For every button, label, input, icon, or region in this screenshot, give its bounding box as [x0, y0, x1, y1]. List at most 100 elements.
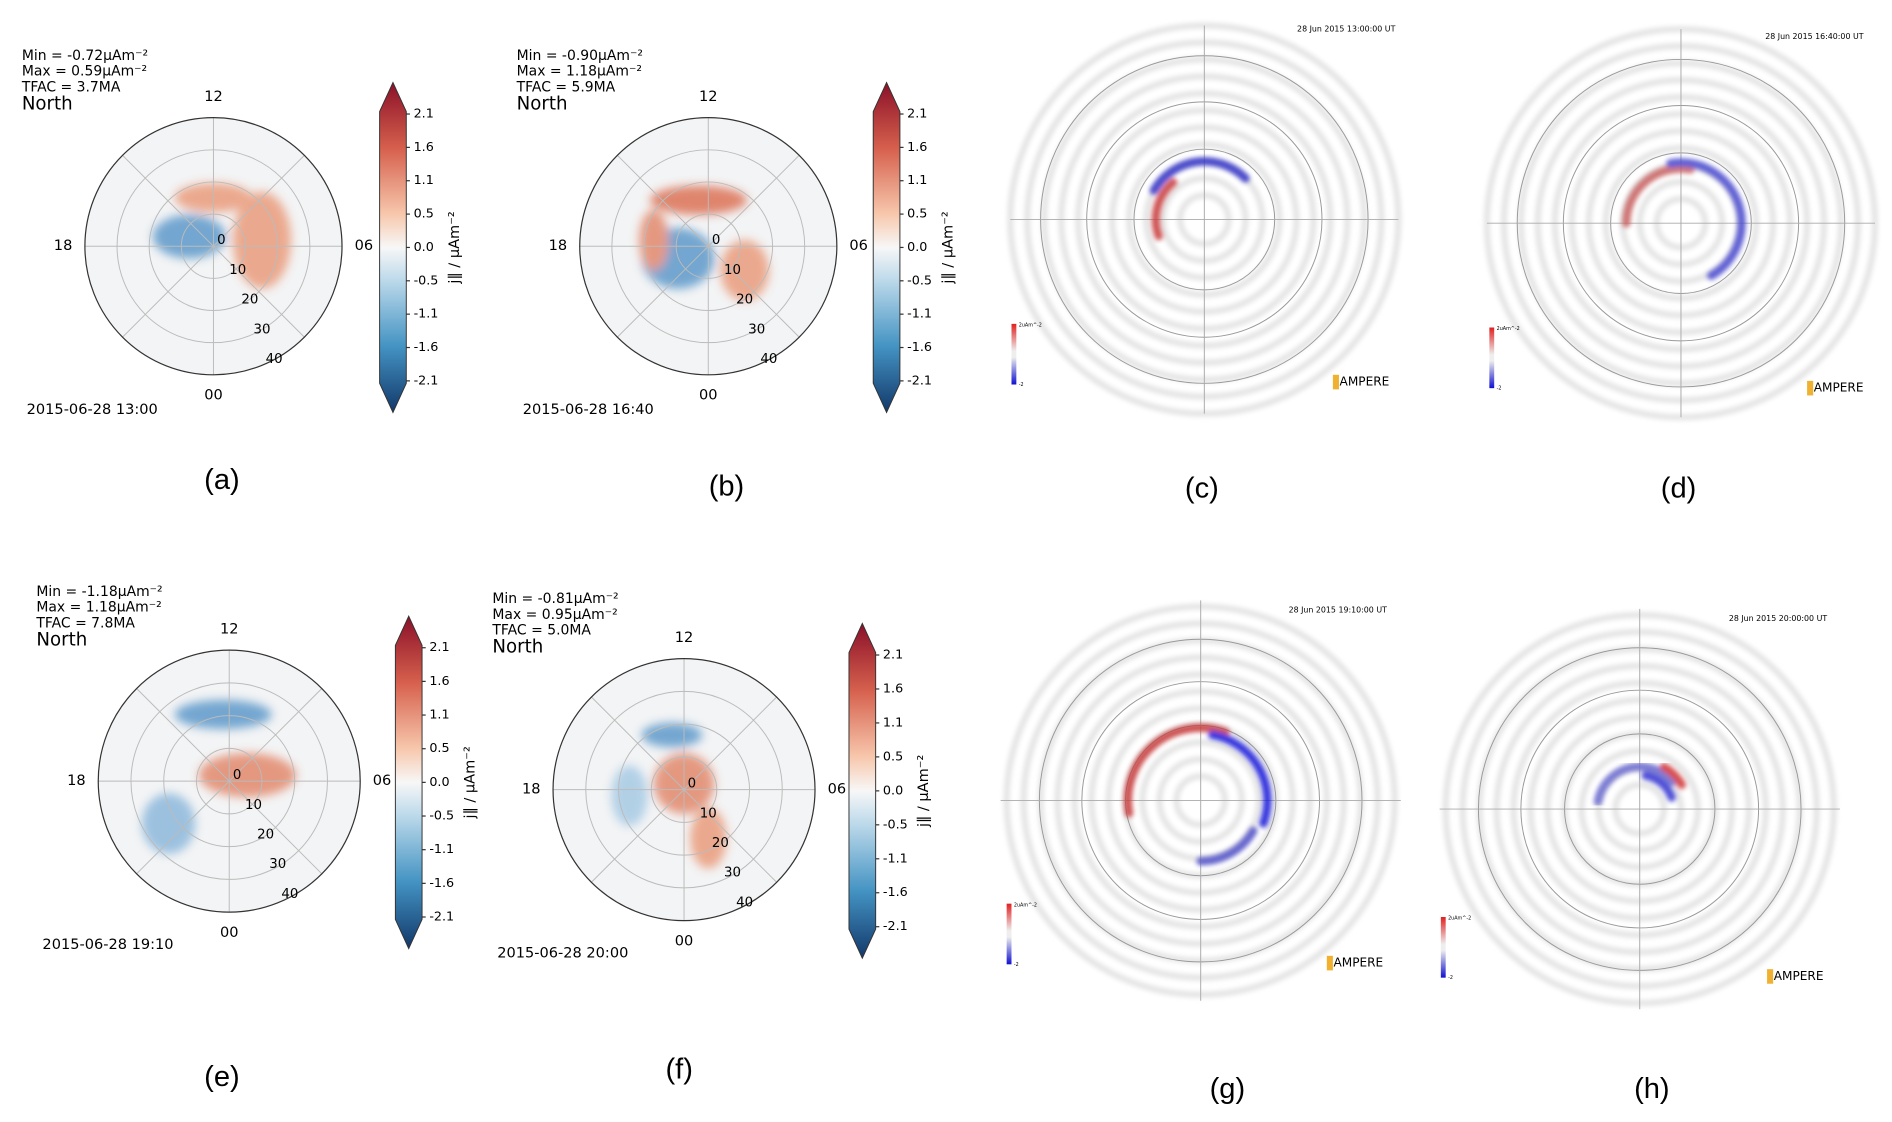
colorbar-tick-label: -1.1 [883, 851, 908, 866]
panel-label: (a) [204, 464, 240, 496]
lat-label: 0 [712, 233, 720, 248]
lat-label: 10 [229, 263, 246, 278]
mlt-spoke [683, 789, 777, 883]
colorbar-tick-label: 0.0 [429, 775, 449, 790]
colorbar-tick-label: 0.5 [907, 207, 927, 222]
logo: AMPERE [1340, 375, 1390, 389]
colorbar-tick-label: 0.5 [429, 741, 449, 756]
current-region [720, 240, 769, 301]
current-region [152, 214, 226, 259]
logo-icon [1807, 380, 1814, 396]
colorbar-tick-label: -1.6 [907, 340, 932, 355]
stat-line: Min = -1.18μAm⁻² [36, 584, 162, 600]
colorbar-tick-label: 2.1 [883, 648, 903, 663]
lat-label: 30 [724, 866, 741, 881]
scale-bar [1440, 917, 1446, 978]
current-region [141, 793, 196, 854]
timestamp: 28 Jun 2015 20:00:00 UT [1729, 614, 1828, 623]
mlt-label: 06 [373, 772, 392, 789]
timestamp: 28 Jun 2015 19:10:00 UT [1289, 606, 1388, 615]
polar-edge [552, 658, 816, 922]
mlt-spoke [707, 245, 800, 338]
mlt-label: 18 [67, 772, 86, 789]
mlt-spoke [707, 154, 800, 247]
colorbar-tick-label: 1.1 [907, 173, 927, 188]
mlt-label: 18 [549, 237, 568, 254]
polar-edge [579, 117, 838, 376]
scale-top: 2uAm^-2 [1448, 916, 1471, 922]
mlt-spoke [617, 245, 709, 338]
hemisphere: North [517, 93, 568, 114]
timestamp: 28 Jun 2015 16:40:00 UT [1765, 32, 1864, 41]
mlt-spoke [228, 780, 323, 875]
colorbar [394, 615, 423, 950]
currents [1593, 762, 1686, 806]
mlt-label: 06 [828, 781, 847, 798]
scale-bottom: -2 [1014, 962, 1019, 968]
logo: AMPERE [1814, 381, 1864, 395]
stat-line: TFAC = 7.8MA [35, 615, 135, 631]
colorbar-tick-label: -0.5 [883, 817, 908, 832]
stat-line: TFAC = 5.9MA [516, 79, 616, 95]
colorbar-tick-label: 2.1 [414, 107, 434, 122]
currents [1123, 723, 1272, 866]
colorbar-tick-label: 1.6 [907, 140, 927, 155]
lat-label: 0 [233, 768, 241, 783]
lat-label: 40 [266, 352, 283, 367]
current-arc [1196, 826, 1258, 866]
current-arc [1641, 771, 1676, 802]
current-arc [1659, 762, 1686, 790]
colorbar-tick-label: 0.0 [883, 783, 903, 798]
stat-line: Max = 1.18μAm⁻² [517, 64, 642, 80]
logo-icon [1332, 374, 1339, 390]
stat-line: Max = 1.18μAm⁻² [36, 600, 161, 616]
scale-bar [1489, 327, 1495, 389]
colorbar-tick-label: 0.0 [414, 240, 434, 255]
stat-line: Min = -0.90μAm⁻² [517, 48, 643, 64]
date: 2015-06-28 20:00 [497, 944, 628, 961]
scale-top: 2uAm^-2 [1019, 323, 1042, 329]
date: 2015-06-28 16:40 [523, 401, 654, 418]
colorbar-tick-label: 1.6 [883, 681, 903, 696]
blobs [152, 183, 292, 289]
hemisphere: North [492, 637, 543, 658]
mlt-label: 12 [220, 621, 239, 638]
logo: AMPERE [1333, 956, 1383, 970]
lat-label: 30 [253, 322, 270, 337]
current-arc [1666, 158, 1746, 280]
colorbar-tick-label: 1.6 [429, 674, 449, 689]
lat-label: 30 [748, 322, 765, 337]
colorbar-label: j∥ / μAm⁻² [915, 755, 932, 828]
mlt-spoke [136, 688, 230, 782]
logo: AMPERE [1774, 969, 1824, 983]
colorbar-tick-label: -2.1 [883, 919, 908, 934]
scale-bar [1006, 903, 1012, 965]
mlt-spoke [213, 154, 305, 247]
hemisphere: North [22, 93, 73, 114]
mlt-spoke [591, 696, 685, 790]
colorbar-tick-label: 1.1 [429, 708, 449, 723]
colorbar-tick-label: 1.1 [883, 715, 903, 730]
mlt-label: 06 [355, 237, 374, 254]
mlt-label: 12 [675, 629, 694, 646]
mlt-label: 12 [204, 88, 223, 105]
mlt-spoke [122, 245, 214, 338]
lat-label: 20 [241, 293, 258, 308]
current-arc [1622, 164, 1695, 228]
colorbar-tick-label: 1.1 [414, 173, 434, 188]
colorbar-tick-label: -0.5 [414, 273, 439, 288]
colorbar-tick-label: 0.5 [883, 749, 903, 764]
mlt-label: 18 [54, 237, 73, 254]
lat-label: 10 [700, 806, 717, 821]
date: 2015-06-28 13:00 [27, 401, 158, 418]
lat-label: 10 [245, 798, 262, 813]
panel-label: (e) [204, 1061, 240, 1093]
colorbar-tick-label: -0.5 [429, 809, 454, 824]
timestamp: 28 Jun 2015 13:00:00 UT [1297, 25, 1396, 34]
mlt-label: 00 [699, 386, 718, 403]
mlt-label: 12 [699, 88, 718, 105]
mlt-label: 18 [522, 781, 541, 798]
current-region [639, 209, 669, 271]
logo-icon [1326, 955, 1333, 971]
